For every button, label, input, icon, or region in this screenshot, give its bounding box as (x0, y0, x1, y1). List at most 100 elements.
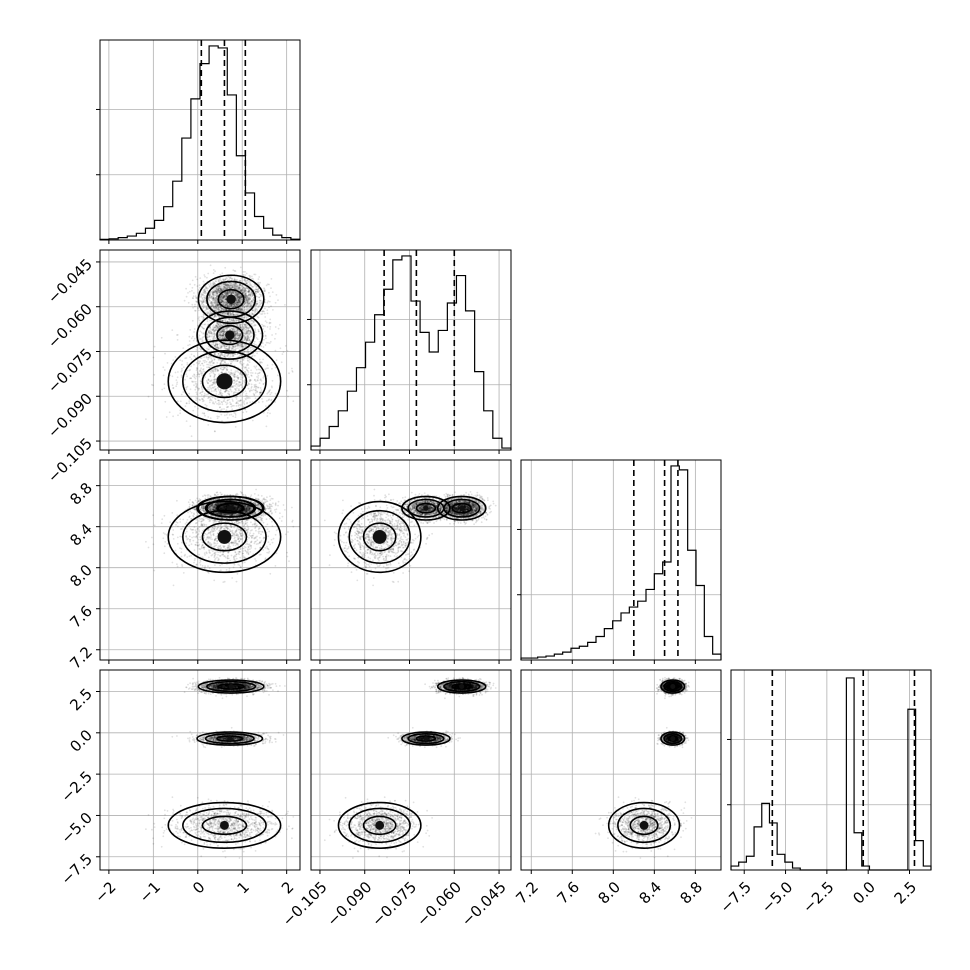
sample-point (218, 333, 220, 335)
sample-point (249, 359, 251, 361)
sample-point (237, 375, 239, 377)
sample-point (213, 362, 215, 364)
sample-point (217, 310, 219, 312)
sample-point (202, 333, 204, 335)
sample-point (210, 375, 212, 377)
sample-point (228, 319, 230, 321)
sample-point (204, 404, 206, 406)
sample-point (194, 328, 196, 330)
sample-point (203, 281, 205, 283)
sample-point (246, 368, 248, 370)
sample-point (210, 328, 212, 330)
sample-point (236, 402, 238, 404)
sample-point (232, 374, 234, 376)
sample-point (268, 409, 270, 411)
sample-point (181, 394, 183, 396)
sample-point (167, 362, 169, 364)
sample-point (239, 347, 241, 349)
sample-point (203, 360, 205, 362)
sample-point (232, 405, 234, 407)
sample-point (206, 308, 208, 310)
sample-point (224, 414, 226, 416)
sample-point (198, 310, 200, 312)
sample-point (255, 332, 257, 334)
sample-point (214, 370, 216, 372)
sample-point (240, 394, 242, 396)
sample-point (271, 368, 273, 370)
sample-point (203, 336, 205, 338)
sample-point (268, 306, 270, 308)
sample-point (258, 387, 260, 389)
sample-point (233, 412, 235, 414)
sample-point (201, 387, 203, 389)
sample-point (245, 367, 247, 369)
sample-point (246, 395, 248, 397)
sample-point (275, 333, 277, 335)
sample-point (188, 402, 190, 404)
sample-point (246, 308, 248, 310)
sample-point (234, 329, 236, 331)
sample-point (199, 287, 201, 289)
sample-point (266, 400, 268, 402)
sample-point (189, 291, 191, 293)
sample-point (179, 359, 181, 361)
sample-point (211, 361, 213, 363)
sample-point (267, 313, 269, 315)
sample-point (264, 308, 266, 310)
sample-point (195, 386, 197, 388)
sample-point (230, 389, 232, 391)
sample-point (226, 278, 228, 280)
sample-point (234, 353, 236, 355)
sample-point (216, 325, 218, 327)
sample-point (241, 310, 243, 312)
sample-point (237, 325, 239, 327)
sample-point (196, 349, 198, 351)
sample-point (258, 330, 260, 332)
sample-point (229, 284, 231, 286)
sample-point (214, 353, 216, 355)
sample-point (247, 370, 249, 372)
sample-point (226, 312, 228, 314)
sample-point (175, 372, 177, 374)
sample-point (233, 382, 235, 384)
sample-point (218, 359, 220, 361)
sample-point (195, 295, 197, 297)
sample-point (258, 296, 260, 298)
sample-point (208, 378, 210, 380)
sample-point (212, 298, 214, 300)
sample-point (206, 305, 208, 307)
sample-point (254, 379, 256, 381)
sample-point (253, 320, 255, 322)
sample-point (226, 369, 228, 371)
sample-point (154, 346, 156, 348)
sample-point (206, 394, 208, 396)
sample-point (209, 310, 211, 312)
sample-point (179, 412, 181, 414)
sample-point (258, 282, 260, 284)
sample-point (248, 376, 250, 378)
sample-point (204, 376, 206, 378)
sample-point (223, 400, 225, 402)
sample-point (248, 337, 250, 339)
sample-point (200, 369, 202, 371)
sample-point (240, 376, 242, 378)
sample-point (242, 382, 244, 384)
sample-point (267, 302, 269, 304)
sample-point (211, 365, 213, 367)
sample-point (259, 290, 261, 292)
sample-point (225, 293, 227, 295)
sample-point (246, 393, 248, 395)
sample-point (249, 397, 251, 399)
sample-point (237, 403, 239, 405)
sample-point (221, 345, 223, 347)
sample-point (282, 353, 284, 355)
sample-point (233, 385, 235, 387)
sample-point (239, 345, 241, 347)
sample-point (255, 372, 257, 374)
sample-point (164, 401, 166, 403)
sample-point (243, 363, 245, 365)
sample-point (210, 388, 212, 390)
sample-point (197, 285, 199, 287)
sample-point (224, 314, 226, 316)
